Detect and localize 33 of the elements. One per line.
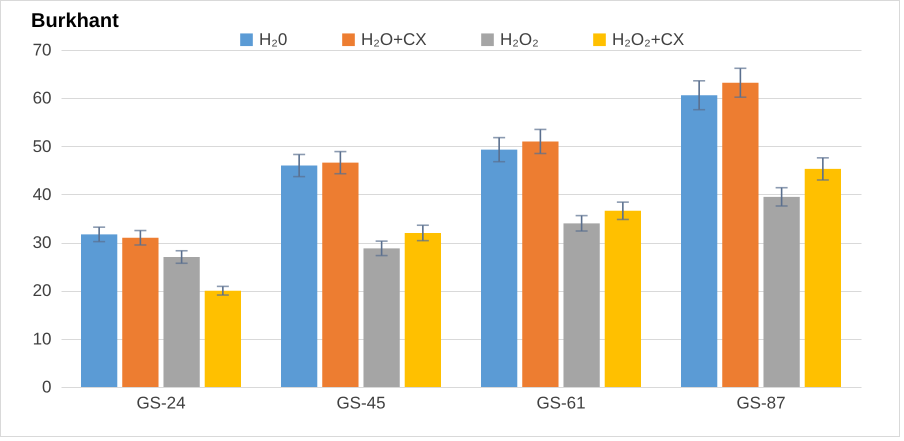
y-tick-label: 10	[32, 329, 52, 348]
bar	[281, 166, 318, 387]
legend-label: H₂O₂+CX	[612, 30, 684, 49]
x-tick-label: GS-24	[136, 394, 186, 412]
bar	[681, 95, 718, 387]
bar	[163, 257, 200, 387]
bar	[322, 162, 359, 387]
y-tick-label: 40	[32, 184, 52, 204]
bar	[804, 168, 841, 387]
y-tick-label: 0	[42, 378, 52, 396]
legend-label: H₂0	[259, 30, 288, 49]
x-tick-label: GS-87	[736, 394, 786, 412]
y-tick-label: 70	[32, 40, 52, 60]
bar	[563, 223, 600, 387]
bar	[81, 234, 118, 387]
y-tick-label: 50	[32, 136, 52, 156]
x-tick-label: GS-61	[536, 394, 586, 412]
y-tick-label: 30	[32, 233, 52, 252]
bar	[763, 196, 800, 387]
legend-label: H₂O₂	[500, 30, 539, 49]
y-tick-label: 60	[32, 88, 52, 108]
bar	[363, 248, 400, 387]
bar	[122, 238, 159, 387]
bar	[604, 210, 641, 387]
bar	[522, 141, 559, 387]
bar	[481, 150, 518, 387]
bar	[204, 290, 241, 387]
legend-label: H₂O+CX	[361, 30, 427, 49]
bar	[404, 232, 441, 387]
bar	[722, 82, 759, 387]
y-tick-label: 20	[32, 281, 52, 300]
chart-title: Burkhant	[31, 10, 120, 32]
x-tick-label: GS-45	[336, 394, 386, 412]
